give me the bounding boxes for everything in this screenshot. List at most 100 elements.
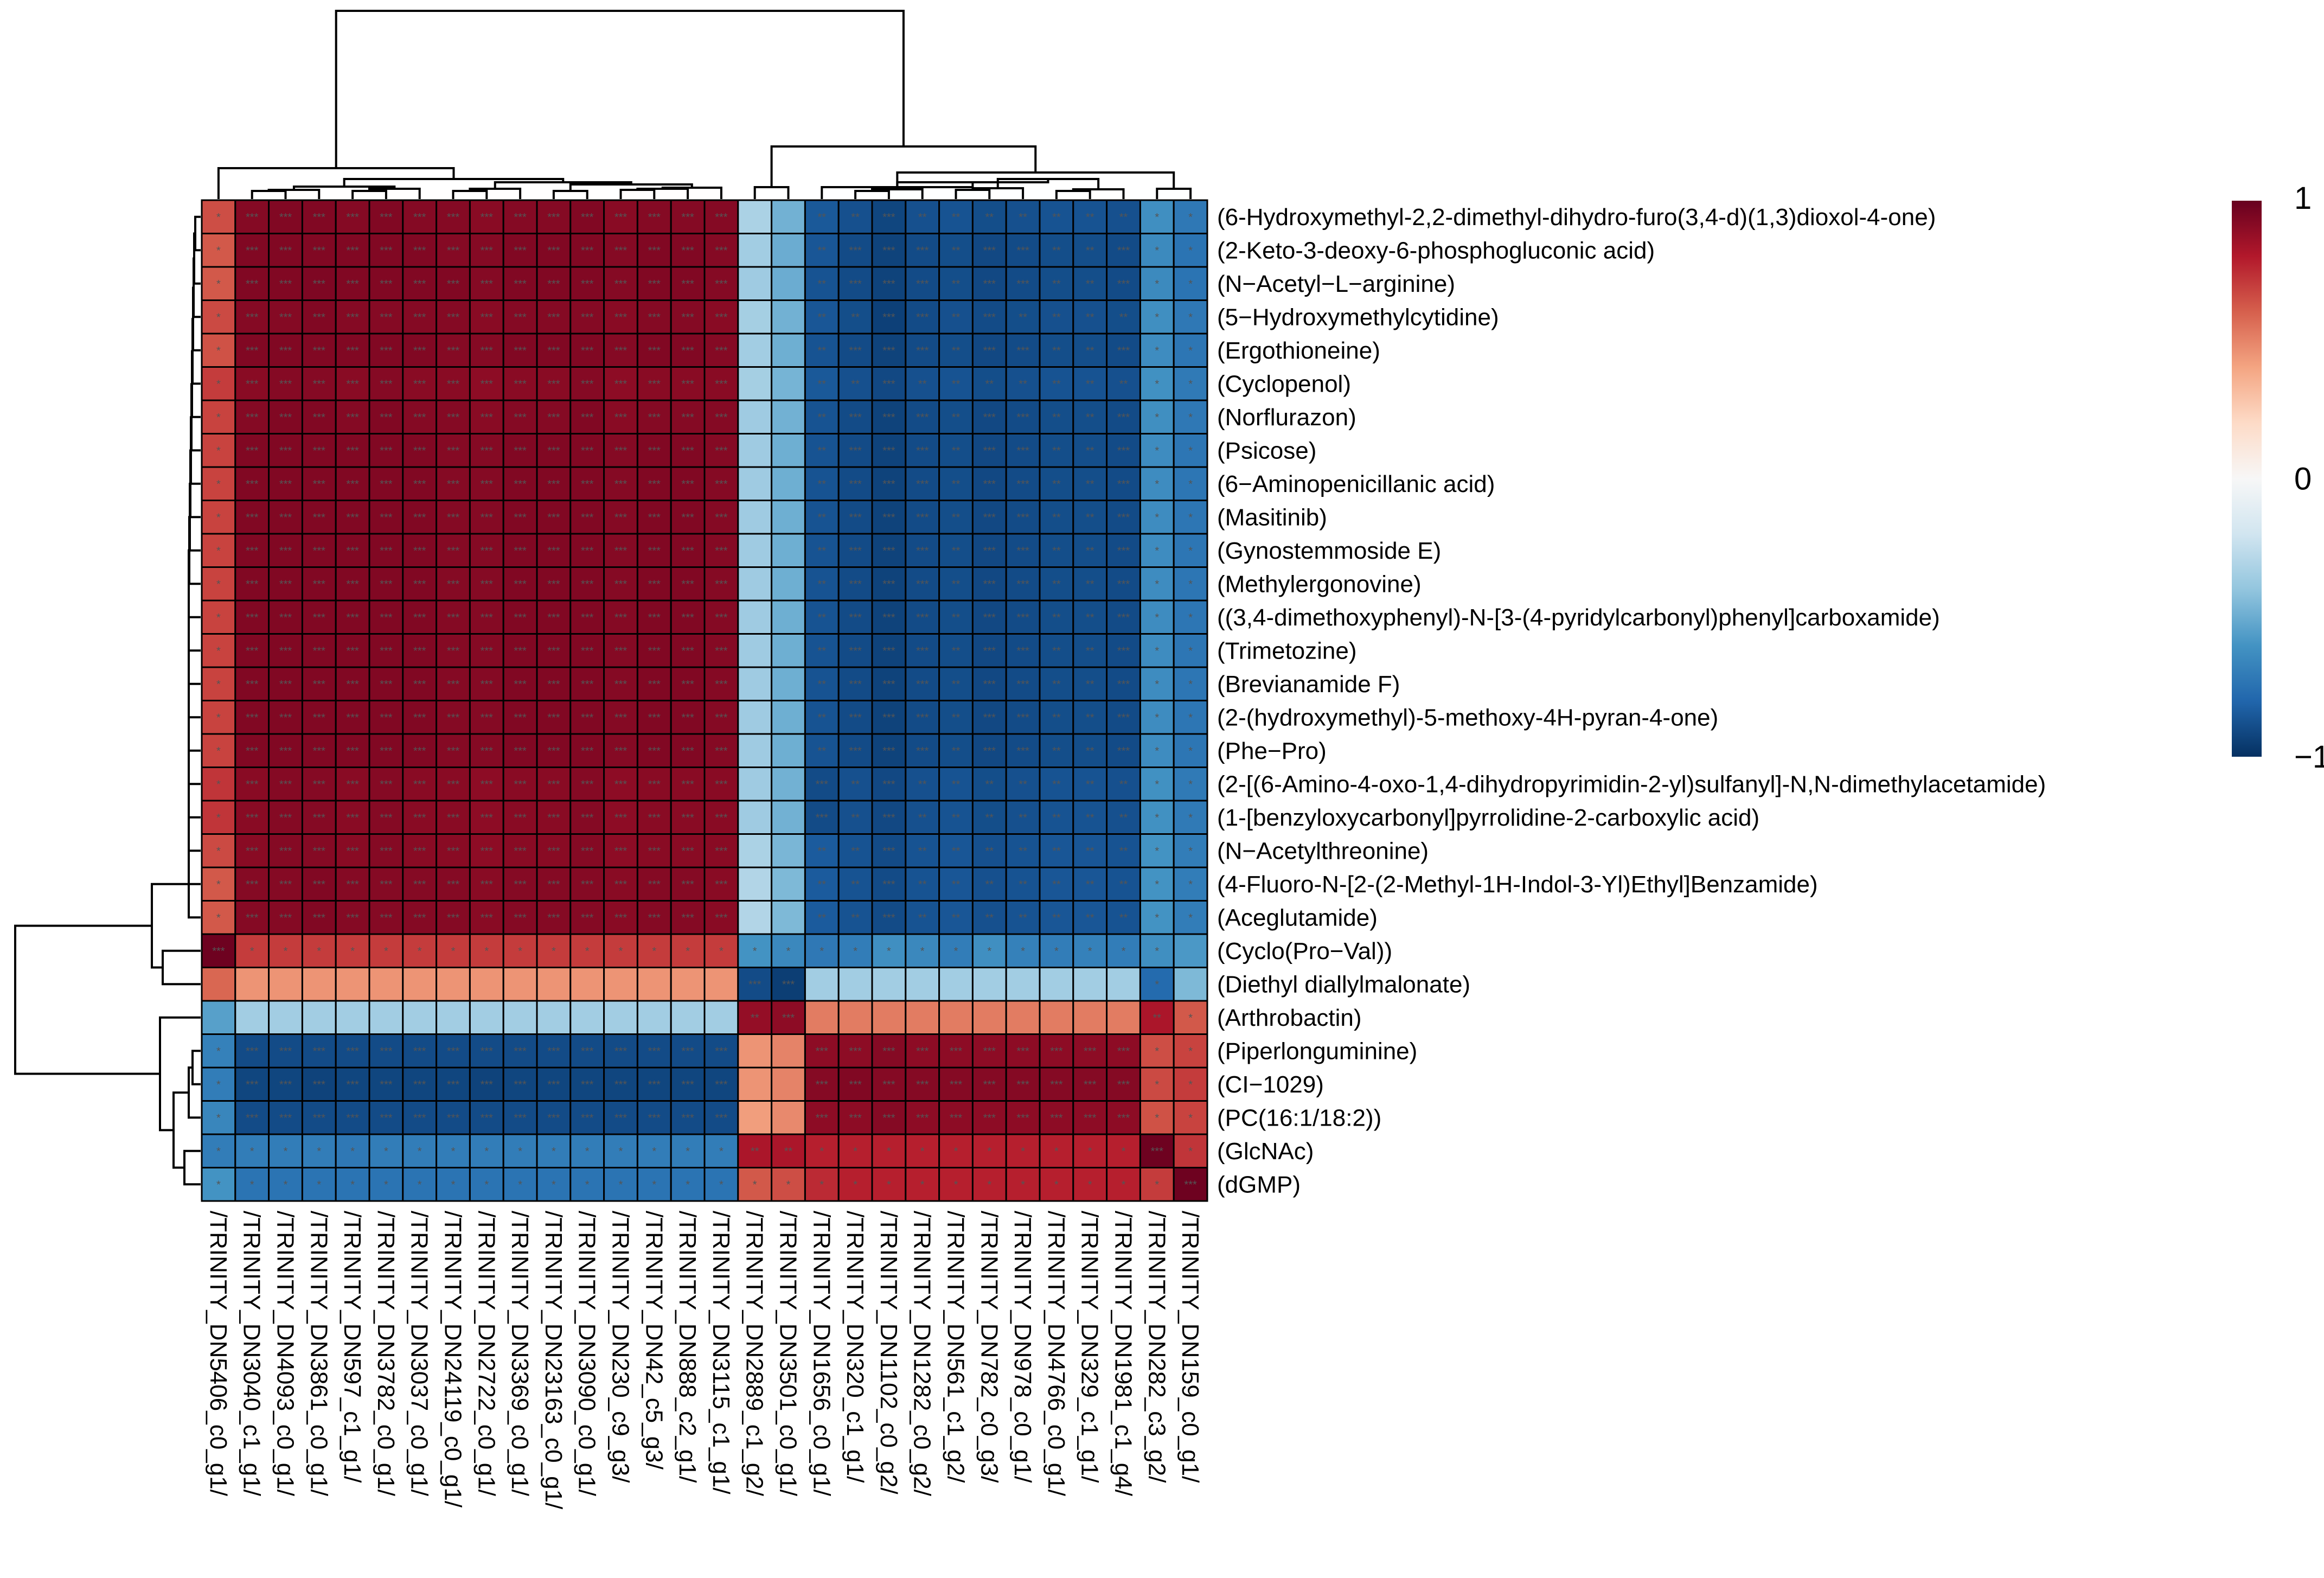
heatmap-cell [1039, 566, 1074, 602]
heatmap-cell [804, 766, 840, 802]
significance-mark: *** [882, 412, 895, 424]
heatmap-cell [1039, 967, 1074, 1002]
significance-mark: *** [1016, 612, 1029, 624]
heatmap-cell [804, 566, 840, 602]
significance-mark: *** [648, 712, 661, 724]
significance-mark: *** [581, 712, 594, 724]
heatmap-cell [201, 533, 236, 568]
significance-mark: *** [313, 1079, 326, 1091]
row-label: (Cyclopenol) [1217, 370, 1351, 397]
heatmap-cell [469, 1100, 504, 1135]
significance-mark: *** [246, 512, 259, 523]
colorbar-tick-label: 0 [2294, 462, 2312, 497]
significance-mark: *** [882, 778, 895, 790]
significance-mark: *** [481, 311, 494, 323]
significance-mark: *** [648, 478, 661, 490]
significance-mark: ** [818, 245, 827, 257]
heatmap-cell [502, 333, 538, 368]
significance-mark: ** [1019, 879, 1027, 891]
significance-mark: *** [916, 478, 929, 490]
significance-mark: *** [916, 645, 929, 657]
heatmap-cell [569, 266, 605, 301]
heatmap-cell [234, 299, 270, 335]
heatmap-cell [201, 1033, 236, 1069]
significance-mark: *** [514, 311, 527, 323]
significance-mark: * [216, 378, 221, 390]
significance-mark: * [1155, 545, 1159, 557]
significance-mark: *** [1016, 578, 1029, 590]
significance-mark: *** [547, 212, 560, 223]
significance-mark: *** [514, 445, 527, 457]
dendrogram-branch [183, 1149, 201, 1186]
heatmap-cell [804, 599, 840, 635]
heatmap-cell [603, 933, 638, 968]
heatmap-cell [1005, 766, 1041, 802]
heatmap-cell [301, 833, 337, 868]
significance-mark: ** [1086, 812, 1094, 824]
significance-mark: *** [849, 1045, 862, 1057]
significance-mark: *** [547, 845, 560, 857]
column-label: /TRINITY_DN4766_c0_g1/ [1043, 1211, 1070, 1497]
heatmap-cell [1173, 233, 1208, 268]
heatmap-cell [1005, 233, 1041, 268]
significance-mark: * [350, 945, 355, 957]
significance-mark: *** [547, 1045, 560, 1057]
significance-mark: *** [380, 745, 393, 757]
significance-mark: ** [952, 412, 961, 424]
heatmap-cell [737, 833, 773, 868]
significance-mark: *** [882, 745, 895, 757]
heatmap-cell [1106, 399, 1141, 435]
significance-mark: *** [380, 679, 393, 691]
heatmap-cell [737, 199, 773, 234]
significance-mark: *** [346, 845, 359, 857]
heatmap-cell [1039, 833, 1074, 868]
significance-mark: ** [818, 378, 827, 390]
heatmap-cell [1173, 833, 1208, 868]
significance-mark: *** [849, 612, 862, 624]
significance-mark: *** [581, 679, 594, 691]
significance-mark: *** [447, 545, 460, 557]
significance-mark: *** [481, 645, 494, 657]
significance-mark: *** [916, 612, 929, 624]
significance-mark: * [1188, 412, 1193, 424]
significance-mark: *** [715, 445, 728, 457]
significance-mark: ** [1119, 378, 1128, 390]
significance-mark: ** [918, 212, 927, 223]
significance-mark: *** [380, 845, 393, 857]
heatmap-cell [837, 800, 873, 835]
significance-mark: *** [983, 311, 996, 323]
significance-mark: *** [447, 645, 460, 657]
heatmap-cell [1072, 1000, 1108, 1035]
significance-mark: * [686, 1146, 690, 1158]
significance-mark: * [987, 1179, 991, 1191]
heatmap-cell [268, 433, 303, 468]
significance-mark: *** [648, 345, 661, 357]
significance-mark: *** [648, 912, 661, 924]
significance-mark: *** [1117, 679, 1130, 691]
heatmap-cell [268, 833, 303, 868]
significance-mark: *** [547, 745, 560, 757]
heatmap-cell [636, 1133, 672, 1168]
significance-mark: ** [952, 278, 961, 290]
heatmap-cell [502, 733, 538, 768]
significance-mark: * [1188, 1079, 1193, 1091]
significance-mark: *** [715, 1112, 728, 1124]
heatmap-cell [1005, 533, 1041, 568]
heatmap-cell [1072, 1167, 1108, 1202]
significance-mark: *** [1084, 1079, 1097, 1091]
significance-mark: *** [681, 345, 694, 357]
heatmap-cell [1173, 700, 1208, 735]
significance-mark: ** [818, 212, 827, 223]
column-label: /TRINITY_DN978_c0_g1/ [1009, 1211, 1036, 1483]
heatmap-cell [436, 1066, 471, 1102]
heatmap-cell [837, 933, 873, 968]
significance-mark: *** [380, 1112, 393, 1124]
significance-mark: *** [481, 412, 494, 424]
heatmap-cell [938, 199, 974, 234]
significance-mark: *** [547, 345, 560, 357]
significance-mark: ** [751, 1012, 759, 1024]
heatmap-cell [436, 700, 471, 735]
significance-mark: *** [346, 378, 359, 390]
heatmap-cell [469, 1066, 504, 1102]
